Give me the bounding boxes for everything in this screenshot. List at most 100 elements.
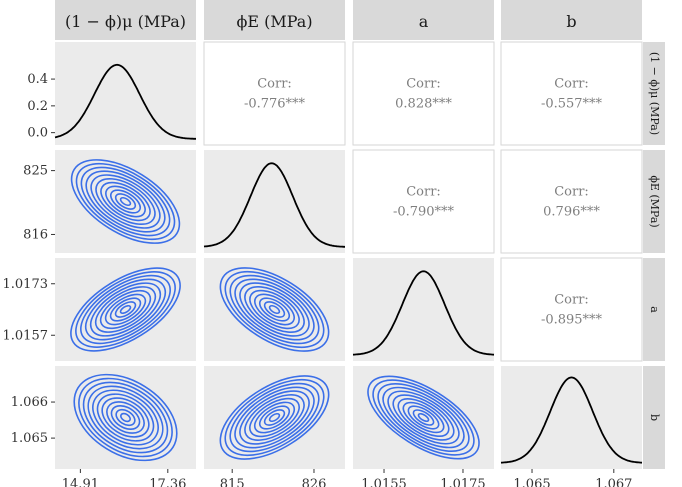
contour-r3-c2-lvl4 [402,401,445,434]
density-curve-0 [54,63,196,140]
corr-label-0: Corr: [257,77,292,92]
panel-r0-c1 [203,41,346,146]
contour-r2-c1-lvl2 [263,301,286,318]
right-strip-label-3: b [648,414,661,421]
contour-r1-c0-lvl10 [75,162,176,241]
panel-r1-c2 [352,149,495,254]
top-strip-0 [55,0,196,40]
contour-r3-c2-lvl2 [412,409,435,426]
contour-r3-c1-lvl5 [249,397,300,438]
ytick-label-r1-0: 816 [23,227,48,242]
contour-r3-c2-lvl10 [372,379,475,456]
contour-r1-c0-lvl6 [95,177,156,226]
corr-value-3: -0.790*** [393,205,455,220]
ytick-label-r0-2: 0.4 [27,72,48,87]
contour-r2-c0-lvl4 [104,293,147,326]
corr-label-3: Corr: [406,185,441,200]
ytick-label-r3-0: 1.065 [11,431,48,446]
right-strip-label-0: (1 − ϕ)μ (MPa) [648,52,661,135]
contour-r2-c1-lvl7 [239,282,310,337]
panel-r2-c3 [500,257,643,362]
top-strip-1 [204,0,345,40]
panel-r0-c3 [500,41,643,146]
contour-r3-c2-lvl8 [382,386,465,449]
right-strip-1 [643,150,665,253]
contour-r2-c1-lvl9 [229,274,320,345]
contour-r3-c1-lvl8 [234,386,315,449]
contour-r3-c1-lvl2 [263,409,286,426]
contour-r1-c0-lvl9 [80,166,171,237]
corr-value-5: -0.895*** [541,313,603,328]
right-strip-2 [643,258,665,361]
panel-r1-c1 [204,150,345,253]
contour-r2-c1-lvl3 [258,297,291,322]
panel-r2-c2 [353,258,494,361]
contour-r2-c1-lvl1 [268,304,281,315]
corr-label-1: Corr: [406,77,441,92]
contour-r3-c2-lvl7 [387,390,460,445]
ytick-label-r2-0: 1.0157 [3,328,49,343]
contour-r3-c0-lvl9 [82,381,169,454]
panel-r3-c2 [353,366,494,469]
top-strip-3 [501,0,642,40]
contour-r1-c0-lvl2 [114,193,137,210]
xtick-label-c0-0: 14.91 [62,477,99,487]
corr-label-4: Corr: [554,185,589,200]
contour-r3-c2-lvl1 [417,412,430,423]
top-strip-label-1: ϕE (MPa) [236,12,312,31]
contour-r1-c0-lvl8 [85,170,166,233]
contour-r2-c0-lvl7 [89,282,162,337]
contour-r3-c0-lvl11 [73,373,178,462]
contour-r3-c2-lvl5 [397,398,450,437]
contour-r3-c0-lvl4 [106,401,145,434]
contour-r2-c0-lvl9 [80,274,171,345]
contour-r3-c0-lvl7 [92,389,159,446]
contour-r1-c0-lvl3 [110,189,141,214]
xtick-label-c1-0: 815 [220,477,245,487]
density-curve-1 [203,162,345,248]
contour-r2-c1-lvl5 [249,289,300,330]
contour-r3-c0-lvl2 [115,408,136,427]
contour-r3-c2-lvl11 [367,375,480,460]
panel-r0-c2 [352,41,495,146]
ytick-label-r0-1: 0.2 [27,99,48,114]
contour-r1-c0-lvl11 [70,159,181,244]
xtick-label-c0-1: 17.36 [149,477,186,487]
corr-value-1: 0.828*** [395,97,452,112]
density-curve-3 [500,376,643,464]
contour-r2-c1-lvl10 [224,270,325,349]
panel-r1-c0 [55,150,196,253]
contour-r2-c1-lvl8 [234,278,315,341]
contour-r3-c1-lvl7 [239,390,310,445]
contour-r3-c0-lvl8 [87,385,164,450]
contour-r3-c0-lvl5 [101,397,150,438]
top-strip-2 [353,0,494,40]
corr-label-2: Corr: [554,77,589,92]
top-strip-label-3: b [566,12,576,31]
right-strip-label-1: ϕE (MPa) [648,175,661,227]
contour-r2-c1-lvl6 [244,286,305,333]
contour-r1-c0-lvl5 [100,181,151,222]
contour-r3-c1-lvl11 [219,375,330,460]
contour-r3-c1-lvl3 [258,405,291,430]
contour-r3-c1-lvl1 [268,412,281,423]
contour-r2-c0-lvl3 [109,297,142,322]
right-strip-3 [643,366,665,469]
xtick-label-c2-1: 1.0175 [440,477,486,487]
contour-r1-c0-lvl1 [119,196,132,207]
contour-r2-c0-lvl5 [99,289,152,330]
ytick-label-r0-0: 0.0 [27,126,48,141]
contour-r3-c0-lvl10 [78,377,173,458]
xtick-label-c3-1: 1.067 [595,477,632,487]
ytick-label-r2-1: 1.0173 [3,277,49,292]
ytick-label-r3-1: 1.066 [11,395,48,410]
contour-r3-c1-lvl9 [229,382,320,453]
contour-r2-c0-lvl10 [75,271,176,348]
corr-label-5: Corr: [554,293,589,308]
corr-value-2: -0.557*** [541,97,603,112]
contour-r3-c2-lvl3 [407,405,440,430]
contour-r3-c1-lvl10 [224,378,325,457]
top-strip-label-0: (1 − ϕ)μ (MPa) [65,12,186,31]
contour-r3-c0-lvl6 [96,393,155,442]
